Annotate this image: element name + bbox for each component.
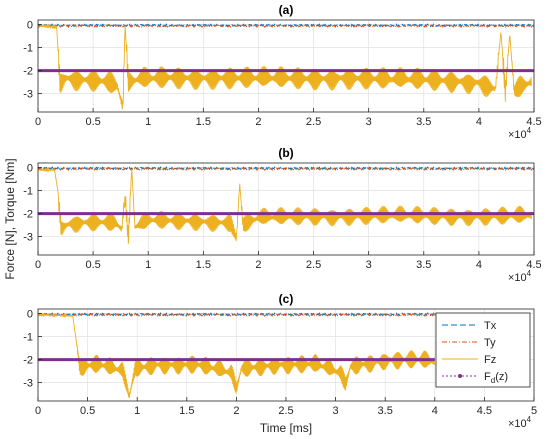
x-tick-label: 3 [333, 405, 339, 417]
y-tick-label: -1 [23, 332, 33, 344]
y-tick-label: -2 [23, 355, 33, 367]
x-tick-label: 0.5 [85, 116, 100, 128]
x-tick-label: 3.5 [416, 116, 431, 128]
x-tick-label: 2.5 [278, 405, 293, 417]
panel-title: (a) [279, 3, 294, 17]
legend-label-tx: Tx [484, 320, 497, 332]
x-tick-label: 4.5 [526, 116, 541, 128]
series-ty-line [37, 166, 535, 171]
x-tick-label: 0.5 [80, 405, 95, 417]
series-fz-line [38, 167, 533, 244]
x-tick-label: 0 [35, 116, 41, 128]
x-tick-label: 1.5 [196, 259, 211, 271]
x-exponent-label: ×104 [508, 415, 532, 430]
shared-y-axis-label: Force [N], Torque [Nm] [3, 158, 17, 279]
series-fz-line [37, 23, 533, 110]
x-tick-label: 4.5 [526, 259, 541, 271]
panel-title: (c) [279, 292, 294, 306]
legend-label-ty: Ty [484, 337, 496, 349]
y-tick-label: 0 [27, 20, 33, 32]
legend-marker-fd [458, 374, 462, 378]
x-tick-label: 1 [134, 405, 140, 417]
series-tx-line [37, 312, 436, 317]
x-tick-label: 3 [366, 116, 372, 128]
y-tick-label: -3 [23, 232, 33, 244]
series-ty-line [37, 23, 535, 28]
legend: Tx Ty Fz Fd(z) [435, 312, 531, 388]
axes-box [37, 19, 535, 113]
x-tick-label: 1.5 [179, 405, 194, 417]
x-tick-label: 0.5 [85, 259, 100, 271]
legend-label-fz: Fz [484, 354, 496, 366]
y-tick-label: 0 [27, 309, 33, 321]
panel-b: 0 0.5 1 1.5 2 2.5 3 3.5 4 4.5 0 -1 -2 -3 ×104 (b) [23, 146, 541, 284]
y-tick-label: -1 [23, 186, 33, 198]
series-ty-line [37, 312, 436, 318]
y-tick-label: -2 [23, 66, 33, 78]
y-tick-label: -3 [23, 89, 33, 101]
y-tick-label: -1 [23, 43, 33, 55]
y-tick-label: 0 [27, 163, 33, 175]
x-tick-label: 4 [432, 405, 438, 417]
series-tx-line [37, 166, 535, 171]
x-tick-label: 3.5 [378, 405, 393, 417]
x-tick-label: 1.5 [196, 116, 211, 128]
x-exponent-label: ×104 [508, 126, 532, 141]
x-tick-label: 4 [476, 116, 482, 128]
panel-a: 0 0.5 1 1.5 2 2.5 3 3.5 4 4.5 0 -1 -2 -3 ×104 (a) [23, 3, 541, 141]
x-tick-label: 0 [35, 259, 41, 271]
x-tick-label: 2 [255, 259, 261, 271]
panel-title: (b) [278, 146, 293, 160]
x-tick-label: 1 [145, 116, 151, 128]
y-tick-label: -2 [23, 209, 33, 221]
x-tick-label: 3.5 [416, 259, 431, 271]
x-tick-label: 3 [366, 259, 372, 271]
legend-label-fd: Fd(z) [484, 371, 508, 385]
axes-box [37, 162, 535, 256]
x-tick-label: 0 [35, 405, 41, 417]
series-tx-line [37, 23, 535, 28]
x-tick-label: 5 [531, 405, 537, 417]
x-tick-label: 2.5 [306, 116, 321, 128]
x-tick-label: 2.5 [306, 259, 321, 271]
y-tick-label: -3 [23, 378, 33, 390]
x-exponent-label: ×104 [508, 269, 532, 284]
series-fz-line [37, 312, 436, 399]
x-tick-label: 2 [255, 116, 261, 128]
x-tick-label: 4 [476, 259, 482, 271]
x-tick-label: 4.5 [477, 405, 492, 417]
x-axis-label: Time [ms] [260, 421, 312, 435]
x-tick-label: 1 [145, 259, 151, 271]
x-tick-label: 2 [233, 405, 239, 417]
